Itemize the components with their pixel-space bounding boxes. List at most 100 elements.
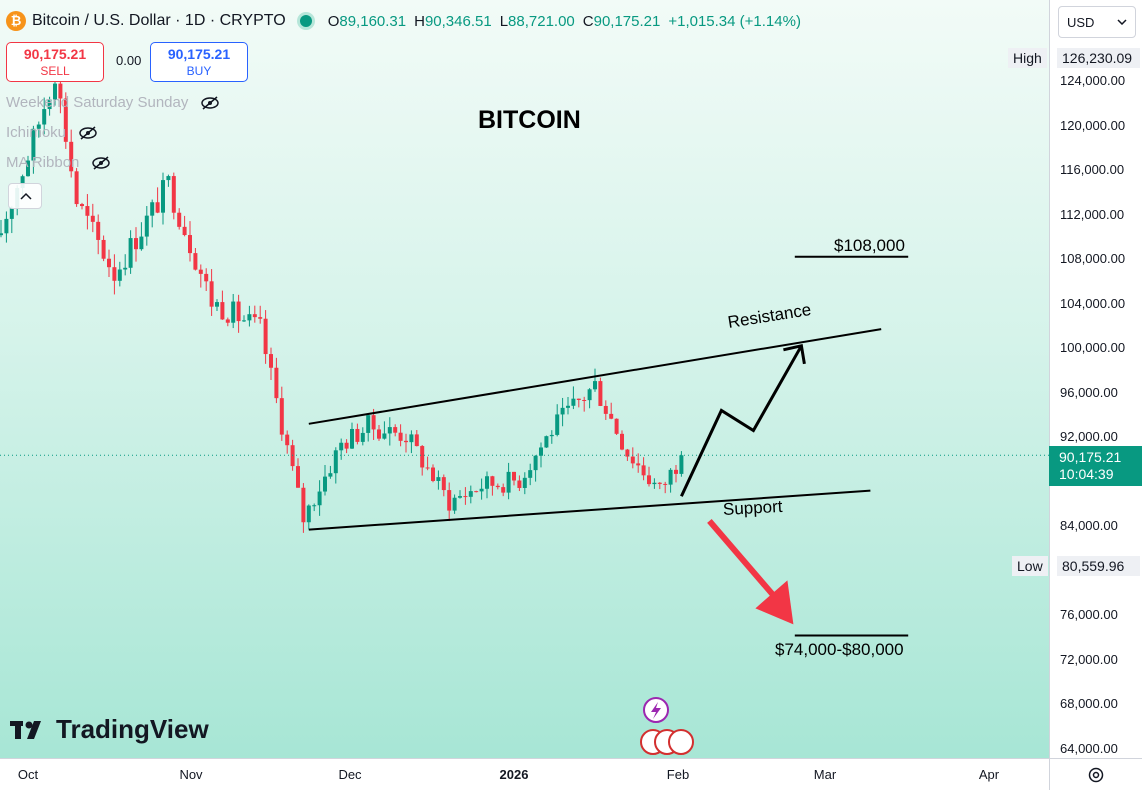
candle-body	[663, 483, 668, 485]
candle-body	[355, 428, 360, 442]
candle-body	[323, 476, 327, 492]
collapse-legend-button[interactable]	[8, 183, 42, 209]
candle-body	[409, 434, 414, 443]
candle-body	[522, 477, 527, 488]
bullish-arrow-head	[783, 344, 806, 365]
eye-hidden-icon[interactable]	[200, 95, 220, 110]
time-label: Apr	[978, 767, 1000, 782]
candle-body	[112, 267, 117, 281]
lightning-event-icon[interactable]	[640, 696, 700, 756]
high-value: 126,230.09	[1057, 48, 1140, 68]
price-scale[interactable]: USD 124,000.00 120,000.00 116,000.00 112…	[1049, 0, 1142, 758]
eye-hidden-icon[interactable]	[91, 155, 111, 170]
ohlc-open: O89,160.31	[327, 12, 407, 30]
chevron-down-icon	[1117, 19, 1127, 25]
candles	[0, 66, 684, 533]
buy-label: BUY	[186, 64, 212, 78]
candle-body	[231, 301, 236, 323]
candle-body	[495, 485, 500, 488]
current-price: 90,175.21	[1059, 449, 1122, 465]
candle-body	[182, 226, 187, 236]
candle-body	[63, 98, 68, 142]
currency-value: USD	[1067, 14, 1095, 30]
candle-body	[215, 302, 219, 307]
candle-body	[404, 440, 408, 443]
chart-title: BITCOIN	[478, 106, 581, 134]
candle-body	[398, 432, 403, 441]
candle-body	[301, 487, 306, 523]
market-open-icon	[299, 15, 312, 27]
candle-body	[625, 449, 630, 457]
candle-body	[436, 477, 441, 481]
candle-body	[479, 488, 484, 492]
symbol-title[interactable]: Bitcoin / U.S. Dollar · 1D · CRYPTO	[32, 12, 286, 29]
candle-body	[630, 456, 635, 464]
candle-body	[593, 381, 597, 390]
time-scale[interactable]: Oct Nov Dec 2026 Feb Mar Apr	[0, 758, 1049, 790]
candle-body	[101, 239, 106, 259]
candle-body	[512, 471, 516, 481]
candle-body	[641, 465, 646, 476]
candle-body	[328, 473, 333, 477]
indicator-weekend[interactable]: Weekend Saturday Sunday	[6, 94, 220, 111]
indicator-ma-ribbon[interactable]: MA Ribbon	[6, 154, 111, 171]
countdown: 10:04:39	[1059, 466, 1114, 482]
time-label: Oct	[17, 767, 39, 782]
candle-body	[247, 314, 252, 321]
price-tick: 96,000.00	[1060, 385, 1118, 400]
candle-body	[544, 436, 549, 448]
candle-body	[242, 320, 246, 322]
candle-body	[474, 491, 479, 493]
settings-button[interactable]	[1049, 758, 1142, 790]
candle-body	[144, 215, 149, 237]
candle-body	[258, 317, 263, 319]
candle-body	[555, 414, 560, 435]
support-label: Support	[722, 496, 783, 519]
candle-body	[458, 496, 462, 498]
candle-body	[236, 301, 241, 322]
candle-body	[31, 128, 36, 161]
candle-body	[339, 442, 344, 451]
price-tick: 112,000.00	[1060, 207, 1125, 222]
price-tick: 68,000.00	[1060, 696, 1118, 711]
tradingview-logo[interactable]: TradingView	[10, 714, 209, 745]
candle-body	[47, 99, 52, 110]
candle-body	[252, 314, 257, 318]
candle-body	[603, 405, 608, 414]
price-tick: 108,000.00	[1060, 251, 1126, 266]
buy-button[interactable]: 90,175.21 BUY	[150, 42, 248, 82]
candle-body	[269, 354, 273, 368]
indicator-label: Ichimoku	[6, 124, 67, 141]
candle-body	[90, 215, 95, 222]
candle-body	[96, 221, 101, 240]
candle-body	[198, 269, 203, 274]
indicator-ichimoku[interactable]: Ichimoku	[6, 124, 98, 141]
candle-body	[58, 83, 63, 99]
candle-body	[674, 469, 678, 474]
candle-body	[139, 236, 144, 250]
currency-select[interactable]: USD	[1058, 6, 1136, 38]
current-price-label: 90,175.21 10:04:39	[1049, 446, 1142, 486]
candle-body	[582, 399, 587, 401]
events-markers[interactable]	[640, 696, 700, 758]
candle-body	[668, 469, 673, 485]
target-high-label: $108,000	[834, 236, 905, 255]
candle-body	[614, 418, 619, 434]
candle-body	[0, 233, 3, 236]
candle-body	[177, 212, 182, 227]
candle-body	[123, 267, 128, 270]
eye-hidden-icon[interactable]	[78, 125, 98, 140]
time-label: Nov	[179, 767, 203, 782]
chart-area[interactable]: ₿ Bitcoin / U.S. Dollar · 1D · CRYPTO O8…	[0, 0, 1049, 758]
candle-body	[539, 447, 543, 456]
tradingview-logo-icon	[10, 720, 41, 739]
trend-line	[308, 489, 871, 531]
ohlc-close: C90,175.21	[582, 12, 661, 30]
sell-button[interactable]: 90,175.21 SELL	[6, 42, 104, 82]
candle-body	[312, 505, 317, 507]
price-tick: 76,000.00	[1060, 607, 1118, 622]
candle-body	[576, 398, 581, 400]
candle-body	[53, 83, 57, 100]
candle-body	[431, 467, 435, 481]
candle-body	[517, 480, 522, 488]
